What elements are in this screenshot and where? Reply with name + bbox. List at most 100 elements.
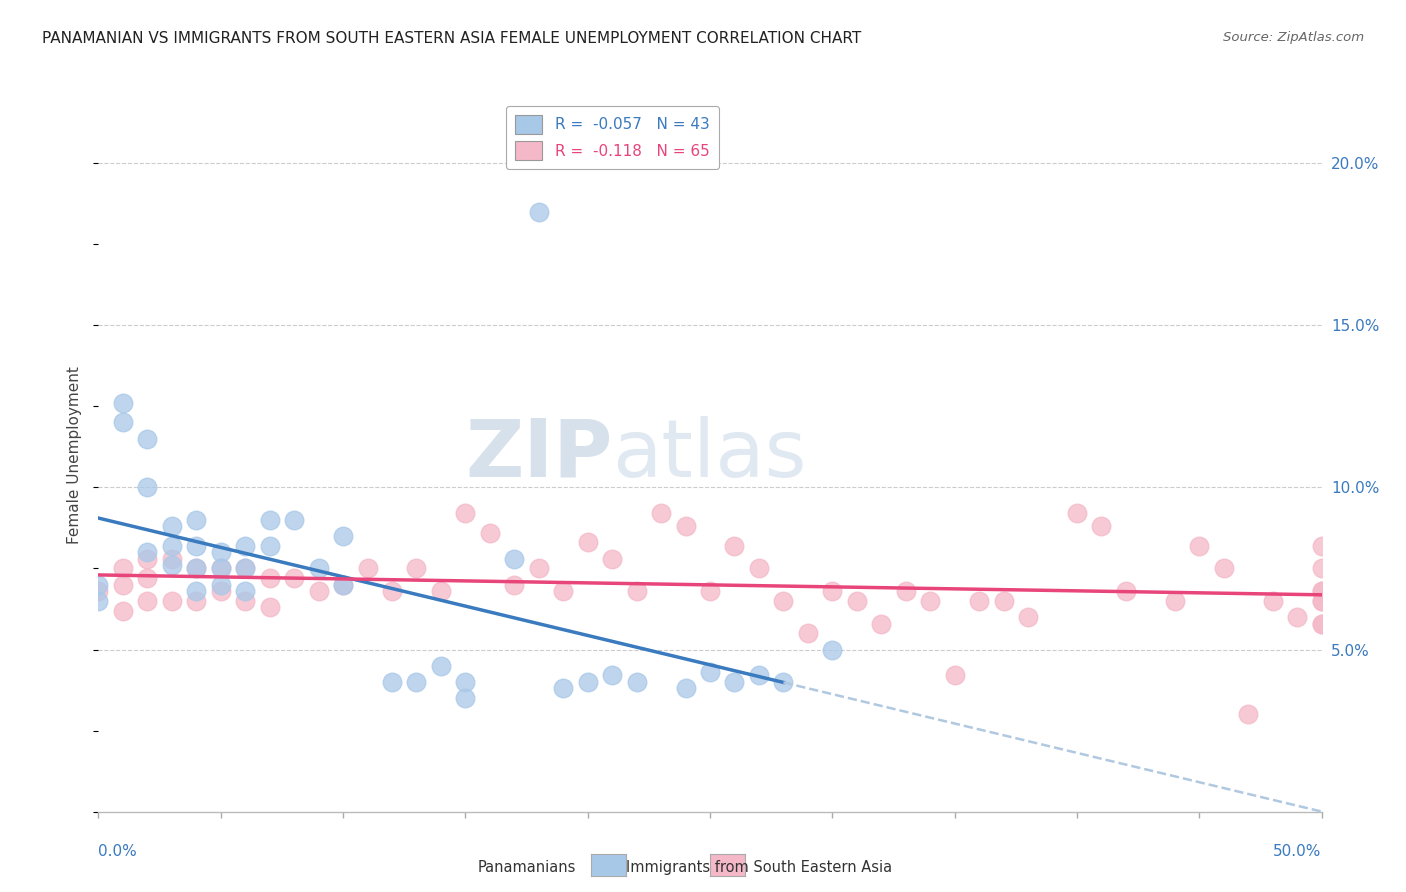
Point (1017, 610, 1039, 624)
Point (136, 551, 159, 566)
Point (283, 571, 305, 585)
Point (1310, 584, 1333, 599)
Point (259, 539, 281, 553)
Point (381, 584, 404, 599)
Point (1310, 616, 1333, 631)
Point (748, 561, 770, 575)
Point (993, 594, 1015, 608)
Text: Panamanians: Panamanians (478, 860, 576, 874)
Point (136, 432, 159, 446)
Point (845, 594, 868, 608)
Point (209, 561, 232, 575)
Point (136, 571, 159, 585)
Point (186, 513, 208, 527)
Point (430, 584, 453, 599)
Point (723, 675, 745, 690)
Point (111, 604, 134, 618)
Point (1188, 539, 1211, 553)
Point (600, 668, 623, 682)
Point (259, 571, 281, 585)
Point (576, 675, 599, 690)
Point (233, 561, 256, 575)
Point (626, 675, 648, 690)
Point (186, 539, 208, 553)
Point (600, 551, 623, 566)
Point (430, 658, 453, 673)
Point (87, 577, 110, 591)
Point (943, 668, 966, 682)
Point (1237, 707, 1260, 722)
Point (111, 396, 134, 410)
Point (111, 416, 134, 430)
Point (967, 594, 990, 608)
Point (209, 577, 232, 591)
Point (283, 513, 305, 527)
Point (772, 675, 794, 690)
Point (503, 577, 526, 591)
Point (209, 545, 232, 559)
Point (111, 561, 134, 575)
Point (527, 204, 550, 219)
Point (454, 691, 477, 706)
Point (1310, 561, 1333, 575)
Point (356, 561, 378, 575)
Point (1310, 616, 1333, 631)
Point (186, 561, 208, 575)
Point (699, 584, 721, 599)
Point (870, 616, 893, 631)
Point (209, 561, 232, 575)
Point (332, 577, 354, 591)
Point (1261, 594, 1284, 608)
Y-axis label: Female Unemployment: Female Unemployment (67, 366, 83, 544)
Point (160, 594, 183, 608)
Point (772, 594, 794, 608)
Point (1066, 506, 1088, 520)
Point (723, 539, 745, 553)
Point (650, 506, 672, 520)
Point (160, 539, 183, 553)
Text: ZIP: ZIP (465, 416, 612, 494)
Text: PANAMANIAN VS IMMIGRANTS FROM SOUTH EASTERN ASIA FEMALE UNEMPLOYMENT CORRELATION: PANAMANIAN VS IMMIGRANTS FROM SOUTH EAST… (42, 31, 862, 46)
Point (626, 584, 648, 599)
Point (136, 545, 159, 559)
Point (233, 561, 256, 575)
Point (503, 551, 526, 566)
Point (381, 675, 404, 690)
Point (186, 561, 208, 575)
Point (553, 681, 575, 696)
Point (186, 584, 208, 599)
Text: 50.0%: 50.0% (1274, 845, 1322, 859)
Point (894, 584, 917, 599)
Point (1310, 594, 1333, 608)
Legend: R =  -0.057   N = 43, R =  -0.118   N = 65: R = -0.057 N = 43, R = -0.118 N = 65 (506, 106, 718, 169)
Point (454, 506, 477, 520)
Point (136, 594, 159, 608)
Point (1310, 594, 1333, 608)
Point (478, 525, 501, 540)
Point (699, 665, 721, 680)
Point (308, 584, 330, 599)
Point (1310, 539, 1333, 553)
Point (111, 577, 134, 591)
Point (332, 577, 354, 591)
Point (797, 626, 820, 640)
Point (160, 558, 183, 573)
Point (675, 681, 697, 696)
Point (553, 584, 575, 599)
Point (527, 561, 550, 575)
Text: atlas: atlas (612, 416, 807, 494)
Point (87, 594, 110, 608)
Point (821, 584, 844, 599)
Point (920, 594, 942, 608)
Point (748, 668, 770, 682)
Text: Source: ZipAtlas.com: Source: ZipAtlas.com (1223, 31, 1364, 45)
Point (87, 584, 110, 599)
Point (1310, 584, 1333, 599)
Point (1090, 519, 1112, 533)
Point (1164, 594, 1187, 608)
Point (1286, 610, 1309, 624)
Point (160, 551, 183, 566)
Point (576, 535, 599, 549)
Point (405, 561, 427, 575)
Point (332, 529, 354, 543)
